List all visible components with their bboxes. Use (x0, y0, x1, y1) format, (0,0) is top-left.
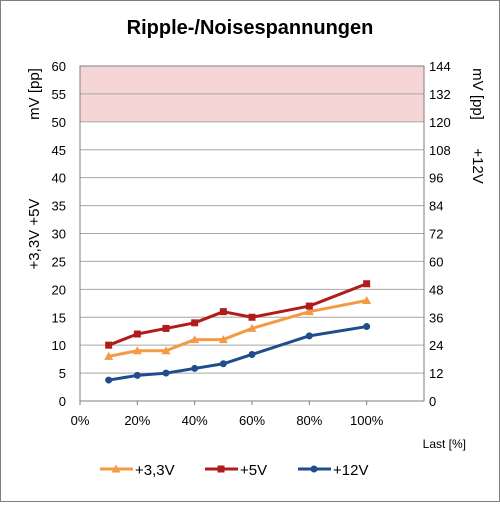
y-tick-left: 50 (52, 115, 66, 130)
data-point-3-3v (247, 323, 257, 332)
data-point-5v (162, 324, 170, 332)
x-tick-label: 0% (71, 413, 90, 428)
data-point-5v (363, 280, 371, 288)
y-tick-left: 5 (59, 366, 66, 381)
data-point-5v (191, 319, 199, 327)
y-tick-left: 35 (52, 199, 66, 214)
series-line-12v (108, 325, 367, 382)
legend-marker-3-3v (111, 464, 121, 473)
y-axis-left-unit: mV [pp] (26, 68, 43, 120)
data-point-3-3v (104, 351, 114, 360)
data-point-5v (133, 330, 141, 338)
y-tick-right: 84 (429, 199, 443, 214)
data-point-12v (162, 369, 170, 377)
data-point-3-3v (304, 307, 314, 316)
legend-marker-12v (310, 465, 318, 473)
legend-label-12v: +12V (333, 462, 368, 479)
y-tick-left: 25 (52, 254, 66, 269)
series-line-5v (108, 282, 368, 347)
data-point-5v (305, 302, 313, 310)
data-point-12v (363, 323, 371, 331)
data-point-3-3v (190, 335, 200, 344)
chart-title: Ripple-/Noisespannungen (127, 17, 374, 39)
y-tick-left: 40 (52, 171, 66, 186)
legend-label-3-3v: +3,3V (135, 462, 175, 479)
y-tick-left: 55 (52, 87, 66, 102)
data-point-12v (305, 332, 313, 340)
legend-label-5v: +5V (240, 462, 267, 479)
y-tick-left: 45 (52, 143, 66, 158)
y-tick-right: 132 (429, 87, 451, 102)
data-point-3-3v (161, 346, 171, 355)
y-tick-right: 0 (429, 394, 436, 409)
data-point-12v (248, 350, 256, 358)
x-tick-label: 100% (350, 413, 384, 428)
y-tick-left: 20 (52, 282, 66, 297)
data-point-3-3v (132, 346, 142, 355)
y-tick-right: 48 (429, 282, 443, 297)
data-point-5v (105, 341, 113, 349)
y-tick-right: 120 (429, 115, 451, 130)
y-tick-right: 36 (429, 310, 443, 325)
x-tick-label: 60% (239, 413, 265, 428)
y-tick-right: 12 (429, 366, 443, 381)
y-tick-left: 10 (52, 338, 66, 353)
data-point-12v (191, 364, 199, 372)
x-tick-label: 20% (124, 413, 150, 428)
y-tick-left: 15 (52, 310, 66, 325)
data-point-12v (105, 376, 113, 384)
y-axis-left-label: +3,3V +5V (26, 199, 43, 270)
y-tick-right: 144 (429, 59, 451, 74)
data-point-12v (219, 360, 227, 368)
y-tick-right: 72 (429, 227, 443, 242)
data-point-3-3v (362, 296, 372, 304)
data-point-12v (133, 371, 141, 379)
x-tick-label: 80% (296, 413, 322, 428)
series-line-3-3v (108, 299, 367, 358)
x-tick-label: 40% (182, 413, 208, 428)
legend: +3,3V +5V +12V (100, 462, 368, 479)
y-tick-right: 60 (429, 254, 443, 269)
legend-marker-5v (217, 465, 225, 473)
x-axis-label: Last [%] (423, 437, 466, 451)
y-axis-right-label: +12V (469, 148, 486, 183)
y-axis-right-unit: mV [pp] (469, 68, 486, 120)
y-tick-left: 0 (59, 394, 66, 409)
data-point-3-3v (218, 335, 228, 344)
y-tick-right: 96 (429, 171, 443, 186)
y-tick-right: 24 (429, 338, 443, 353)
data-point-5v (219, 308, 227, 316)
data-point-5v (248, 313, 256, 321)
y-tick-left: 30 (52, 227, 66, 242)
y-tick-right: 108 (429, 143, 451, 158)
y-tick-left: 60 (52, 59, 66, 74)
